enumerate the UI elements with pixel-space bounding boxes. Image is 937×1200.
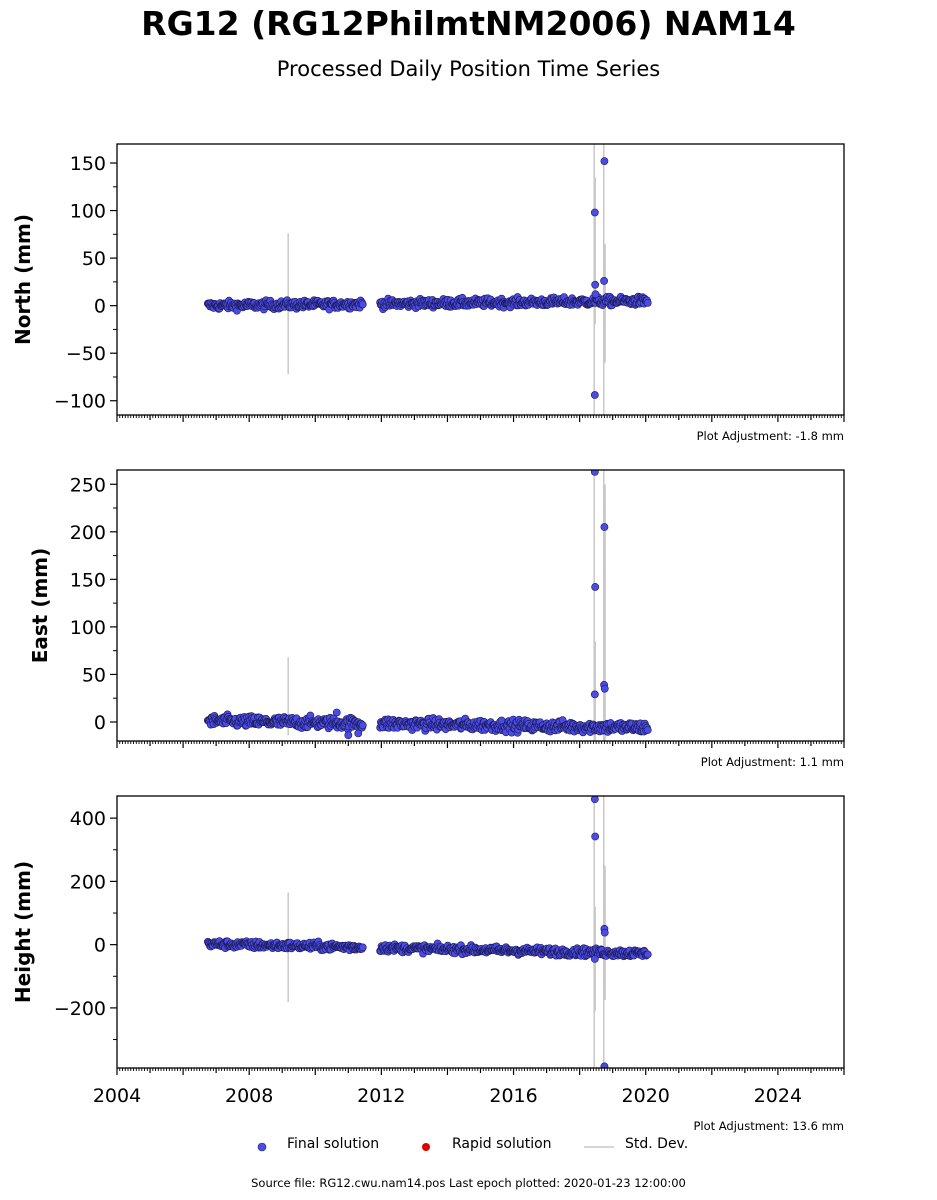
outlier-point [600, 157, 609, 166]
data-point [358, 300, 367, 309]
legend-stddev-label: Std. Dev. [625, 1136, 689, 1152]
y-tick-label: −200 [54, 998, 106, 1020]
outlier-point [332, 708, 341, 717]
panel-north: −100 −50 0 50 100 150 North (mm) Plot Adjustmen… [11, 143, 845, 443]
y-tick-label: 250 [70, 474, 106, 496]
source-footer: Source file: RG12.cwu.nam14.pos Last epo… [251, 1176, 686, 1190]
x-tick-label: 2008 [225, 1085, 273, 1107]
outlier-point [600, 277, 608, 285]
panel-height: −200 0 200 400 2004 2008 2012 2016 2020 2024 Heigh… [11, 795, 845, 1133]
legend-stddev-marker [584, 1146, 614, 1148]
axes-frame [116, 469, 845, 742]
outlier-point [591, 583, 600, 591]
outlier-point [590, 470, 599, 476]
outlier-point [600, 523, 609, 531]
outlier-point [591, 832, 600, 841]
x-tick-label: 2024 [754, 1085, 802, 1107]
y-axis-label: North (mm) [11, 214, 35, 345]
data-point [358, 721, 367, 730]
plot-area [203, 796, 652, 1068]
y-tick-label: 0 [94, 296, 106, 318]
y-axis-label: Height (mm) [11, 861, 35, 1003]
outlier-point [600, 1062, 609, 1068]
legend-rapid-marker [422, 1143, 430, 1151]
chart-title: RG12 (RG12PhilmtNM2006) NAM14 [141, 4, 796, 43]
y-tick-label: 200 [70, 522, 106, 544]
axes-frame [116, 143, 845, 416]
outlier-point [591, 280, 600, 289]
y-tick-label: 50 [82, 248, 106, 270]
plot-area [203, 144, 652, 415]
outlier-point [354, 729, 363, 738]
y-tick-label: 100 [70, 201, 106, 223]
y-tick-label: 400 [70, 808, 106, 830]
outlier-point [590, 208, 599, 217]
legend-rapid-label: Rapid solution [452, 1136, 552, 1152]
y-tick-label: 200 [70, 871, 106, 893]
x-tick-label: 2020 [622, 1085, 670, 1107]
outlier-point [344, 731, 353, 740]
y-tick-label: 0 [94, 712, 106, 734]
y-tick-label: 0 [94, 935, 106, 957]
x-tick-label: 2012 [357, 1085, 405, 1107]
outlier-point [590, 690, 599, 699]
plot-adjustment-note: Plot Adjustment: -1.8 mm [697, 429, 844, 443]
data-point [358, 943, 367, 952]
legend-final-label: Final solution [287, 1136, 380, 1152]
y-tick-label: −100 [54, 391, 106, 413]
y-tick-label: 50 [82, 664, 106, 686]
outlier-point [590, 796, 599, 804]
plot-adjustment-note: Plot Adjustment: 13.6 mm [693, 1119, 844, 1133]
plot-adjustment-note: Plot Adjustment: 1.1 mm [701, 755, 844, 769]
data-point [643, 726, 652, 734]
outlier-point [591, 290, 600, 299]
outlier-point [600, 928, 609, 937]
x-tick-label: 2016 [489, 1085, 537, 1107]
outlier-point [590, 391, 599, 399]
legend-final-marker [257, 1142, 267, 1152]
y-tick-label: 150 [70, 569, 106, 591]
y-tick-label: 150 [70, 153, 106, 175]
axes-frame [116, 795, 845, 1069]
x-tick-label: 2004 [93, 1085, 141, 1107]
outlier-point [600, 684, 609, 693]
y-axis-label: East (mm) [28, 548, 52, 664]
outlier-point [590, 954, 599, 963]
y-tick-label: −50 [66, 343, 106, 365]
chart-subtitle: Processed Daily Position Time Series [276, 57, 661, 81]
y-tick-label: 100 [70, 617, 106, 639]
plot-area [203, 470, 652, 741]
data-point [643, 950, 652, 959]
data-point [643, 298, 652, 307]
panel-east: 0 50 100 150 200 250 East (mm) Plot Adjustment:… [28, 469, 845, 769]
